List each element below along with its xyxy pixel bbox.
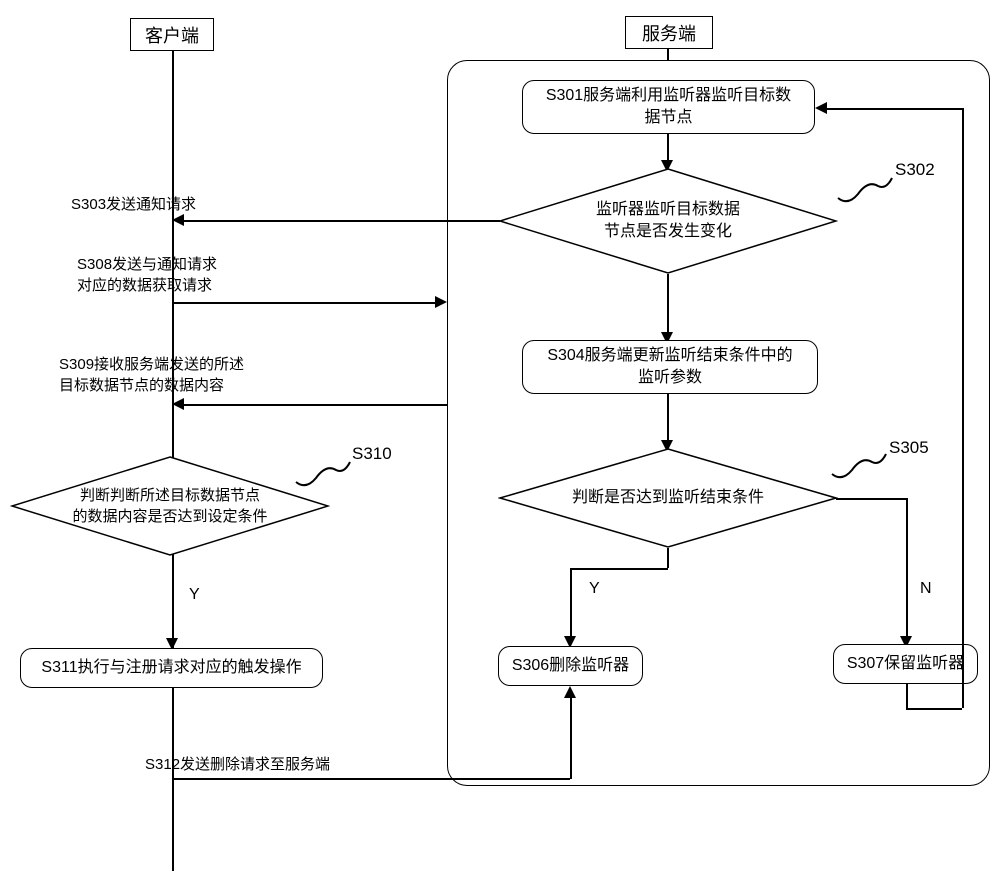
s311-box: S311执行与注册请求对应的触发操作	[20, 648, 323, 688]
s301-box: S301服务端利用监听器监听目标数 据节点	[522, 80, 815, 134]
s304-text: S304服务端更新监听结束条件中的 监听参数	[547, 345, 792, 390]
s306-box: S306删除监听器	[498, 646, 643, 686]
s307-loop-hline-top	[826, 108, 963, 110]
client-header: 客户端	[130, 18, 214, 51]
s307-box: S307保留监听器	[833, 644, 978, 684]
s310-y-vline	[172, 556, 174, 640]
s306-text: S306删除监听器	[512, 655, 629, 677]
s309-arrow-head	[172, 398, 184, 410]
s309-label: S309接收服务端发送的所述 目标数据节点的数据内容	[59, 354, 244, 396]
s307-loop-vline-up	[962, 108, 964, 708]
s302-text: 监听器监听目标数据 节点是否发生变化	[498, 168, 838, 274]
s307-loop-arrow	[815, 102, 827, 114]
s305-n-vline	[906, 498, 908, 638]
s301-to-s302-line	[667, 134, 669, 162]
s305-text: 判断是否达到监听结束条件	[498, 448, 838, 548]
s308-arrow-line	[172, 302, 436, 304]
s308-label: S308发送与通知请求 对应的数据获取请求	[77, 254, 217, 296]
s310-label: S310	[352, 444, 392, 464]
s302-label: S302	[895, 160, 935, 180]
s305-squiggle	[830, 444, 890, 484]
s310-text: 判断判断所述目标数据节点 的数据内容是否达到设定条件	[10, 456, 330, 556]
s302-to-s304-line	[667, 274, 669, 334]
s307-loop-vline-down	[906, 684, 908, 708]
s304-to-s305-line	[667, 394, 669, 442]
s305-y-label: Y	[589, 580, 600, 598]
s307-loop-hline	[906, 708, 962, 710]
s305-n-hline	[836, 498, 906, 500]
s305-y-hline	[570, 568, 668, 570]
client-label: 客户端	[145, 22, 199, 48]
s304-box: S304服务端更新监听结束条件中的 监听参数	[522, 340, 818, 394]
s312-line	[173, 778, 570, 780]
server-lifeline-top	[667, 49, 669, 60]
s305-y-vline1	[667, 548, 669, 568]
s309-arrow-line	[184, 404, 447, 406]
s310-y-label: Y	[189, 586, 200, 604]
s302-squiggle	[836, 168, 896, 208]
s303-label: S303发送通知请求	[71, 194, 196, 215]
s312-vline	[570, 698, 572, 779]
s303-arrow-head	[172, 214, 184, 226]
s305-n-label: N	[920, 580, 932, 598]
s305-y-vline2	[570, 568, 572, 638]
s303-arrow-line	[184, 220, 500, 222]
server-header: 服务端	[625, 16, 713, 49]
s308-arrow-head	[435, 296, 447, 308]
s311-text: S311执行与注册请求对应的触发操作	[41, 657, 301, 679]
s312-label: S312发送删除请求至服务端	[145, 754, 330, 775]
s305-label: S305	[889, 438, 929, 458]
s301-text: S301服务端利用监听器监听目标数 据节点	[546, 85, 791, 130]
s312-arrow-head	[564, 686, 576, 698]
server-label: 服务端	[642, 20, 696, 46]
s307-text: S307保留监听器	[847, 653, 964, 675]
